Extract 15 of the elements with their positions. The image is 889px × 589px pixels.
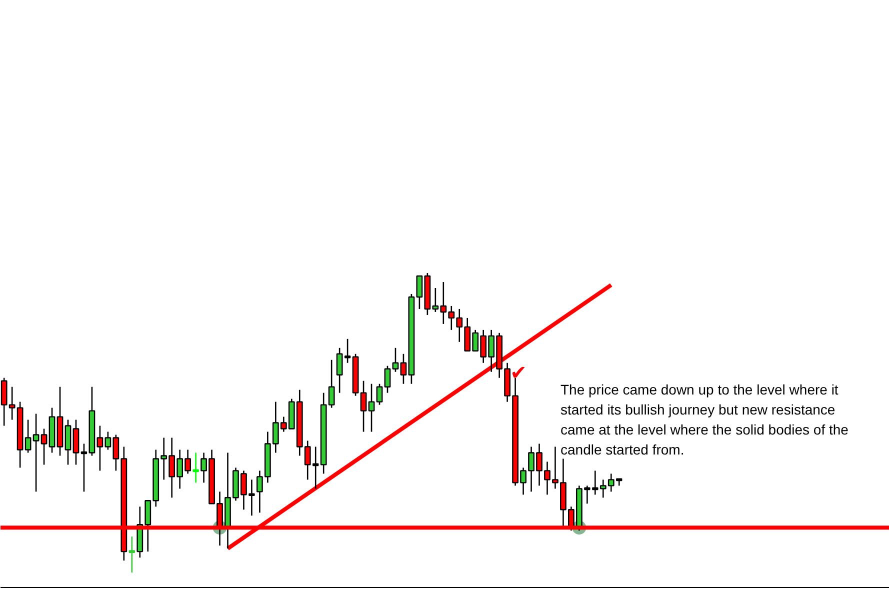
annotation: ✔ (510, 360, 527, 384)
candlestick (64, 419, 72, 466)
candlestick (192, 452, 199, 484)
candlestick (400, 353, 407, 384)
annotation: The price came down up to the level where it started its bullish journey but new resistance came at the level where the solid bodies of the candle started from. (560, 382, 849, 458)
candlestick (384, 365, 391, 394)
candlestick (80, 443, 88, 492)
candlestick (144, 500, 152, 552)
candlestick (392, 347, 399, 373)
candlestick (72, 419, 80, 466)
candlestick (360, 380, 367, 432)
candlestick (328, 359, 335, 408)
candlestick (40, 428, 48, 466)
candlestick (368, 383, 375, 432)
candlestick (376, 383, 383, 406)
